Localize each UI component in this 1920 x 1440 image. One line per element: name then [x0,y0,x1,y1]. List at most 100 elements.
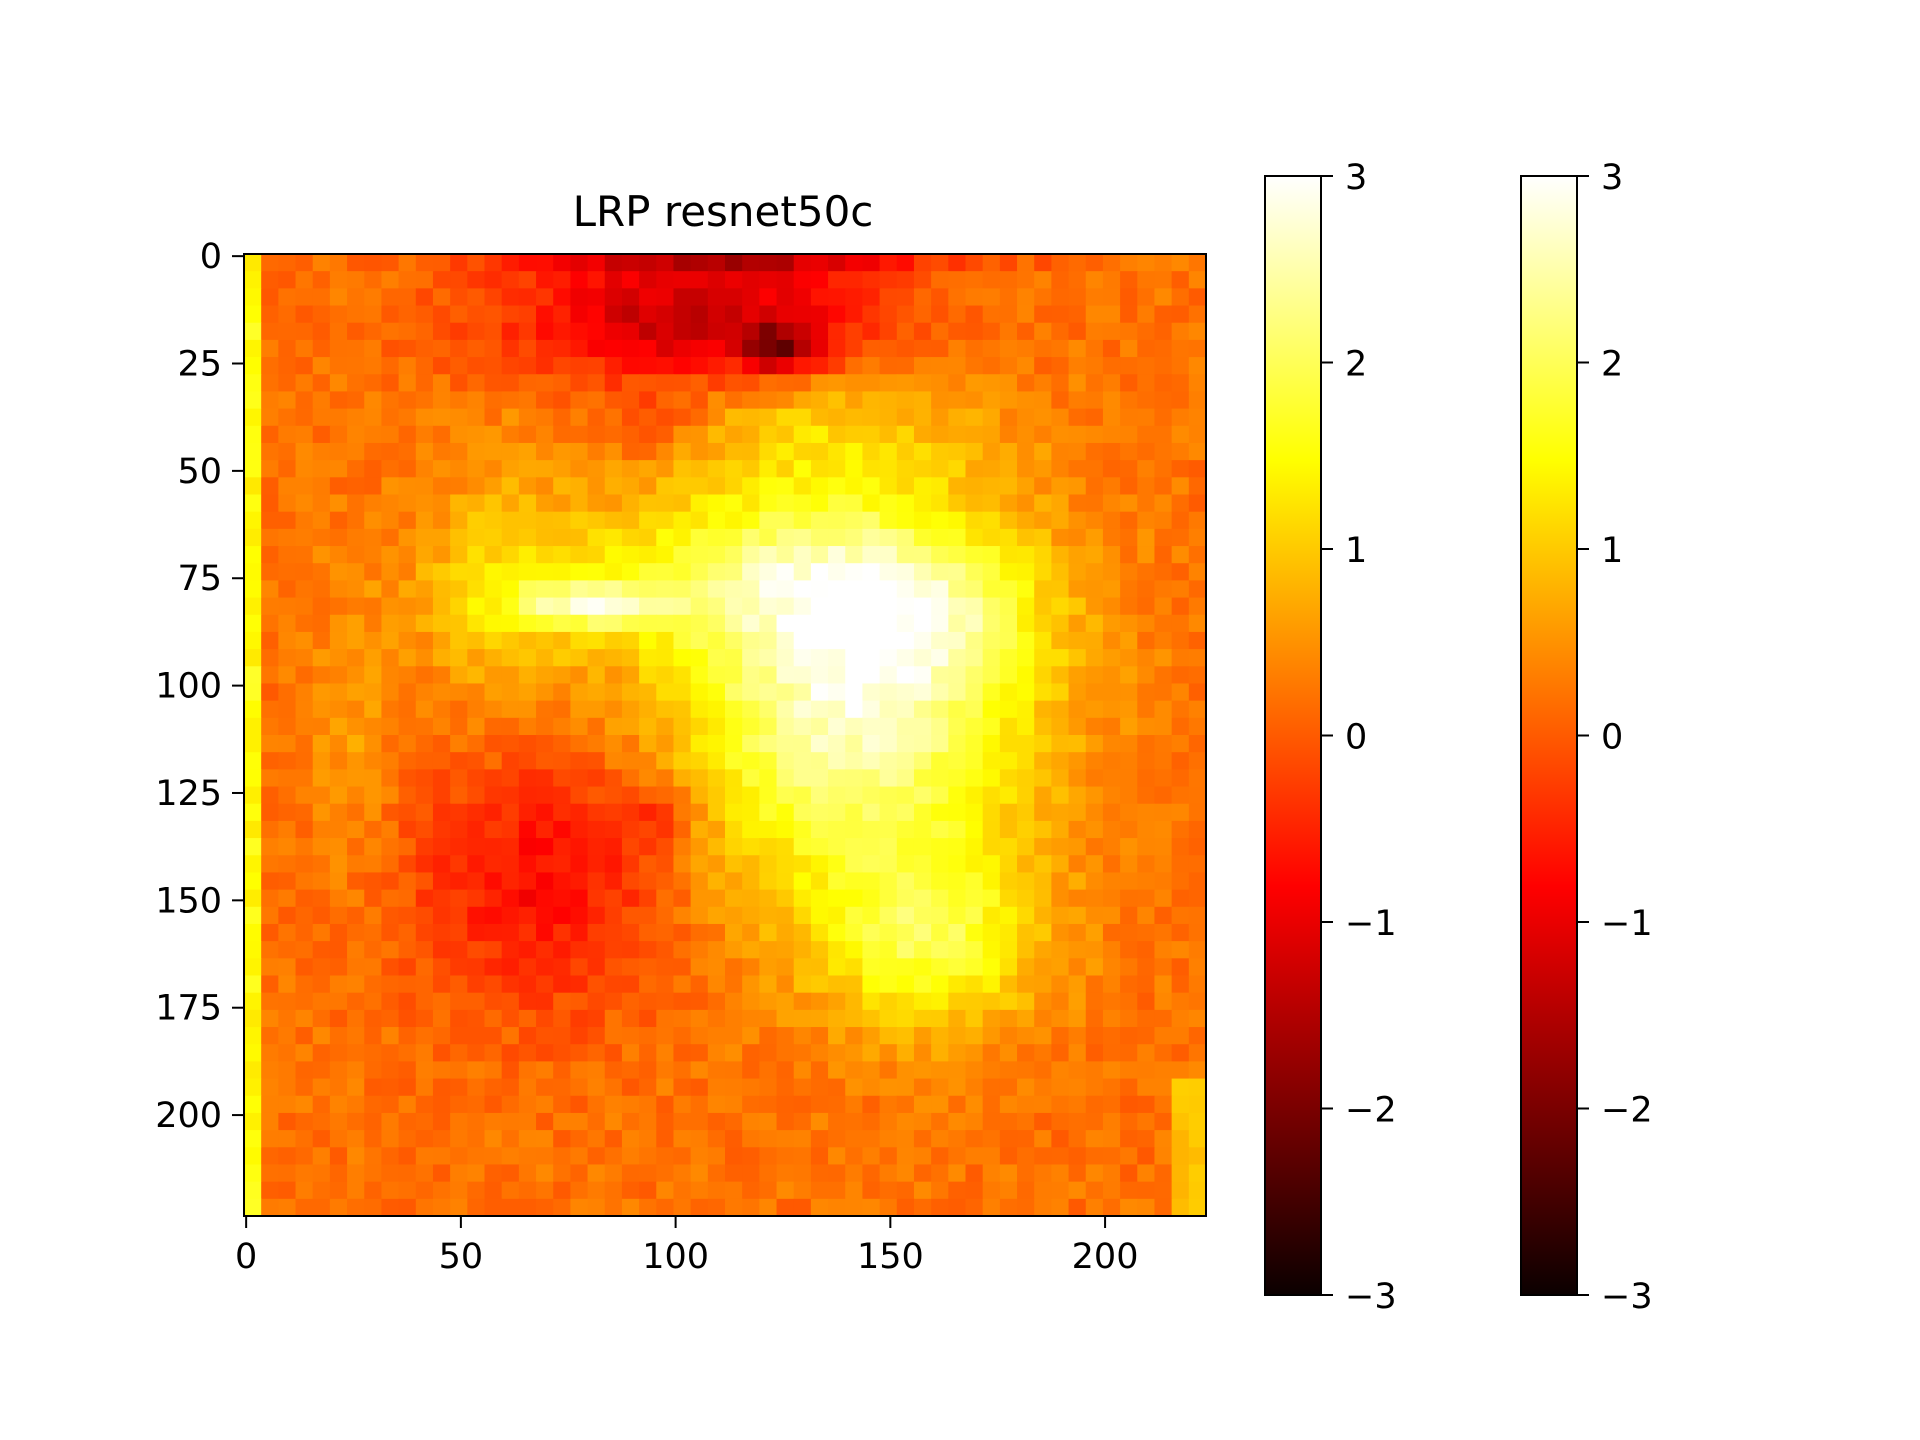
heatmap-cell [570,1061,589,1080]
heatmap-cell [725,700,743,719]
heatmap-cell [948,563,967,581]
heatmap-cell [604,752,623,770]
heatmap-cell [244,992,262,1011]
heatmap-cell [553,580,571,599]
heatmap-cell [261,528,279,547]
heatmap-cell [536,975,554,994]
heatmap-cell [1068,1147,1087,1166]
heatmap-cell [587,357,606,375]
heatmap-cell [810,288,829,307]
heatmap-cell [261,322,279,341]
heatmap-cell [570,631,589,650]
heatmap-cell [656,357,675,375]
heatmap-cell [1051,563,1070,581]
heatmap-cell [828,1198,846,1217]
heatmap-cell [862,1061,881,1080]
heatmap-cell [707,820,726,839]
heatmap-cell [742,992,760,1011]
heatmap-cell [501,442,520,461]
heatmap-cell [347,631,365,650]
heatmap-cell [725,477,743,496]
heatmap-cell [553,1112,571,1131]
heatmap-cell [879,717,898,736]
heatmap-cell [828,1130,846,1148]
heatmap-cell [1154,374,1173,393]
heatmap-cell [982,477,1001,496]
heatmap-cell [845,1112,864,1131]
heatmap-cell [1068,923,1087,942]
heatmap-cell [1154,666,1173,685]
heatmap-cell [501,923,520,942]
heatmap-cell [759,563,778,581]
heatmap-cell [278,941,297,959]
heatmap-cell [1171,1181,1190,1200]
heatmap-cell [948,357,967,375]
heatmap-cell [776,769,795,788]
heatmap-cell [1120,597,1138,616]
heatmap-cell [450,357,468,375]
heatmap-cell [982,941,1001,959]
heatmap-cell [1068,339,1087,358]
heatmap-cell [295,322,314,341]
heatmap-cell [1188,717,1207,736]
heatmap-cell [621,1095,640,1114]
heatmap-cell [707,391,726,410]
heatmap-cell [879,872,898,891]
heatmap-cell [776,322,795,341]
heatmap-cell [810,254,829,272]
heatmap-cell [913,889,932,908]
heatmap-cell [329,391,348,410]
heatmap-cell [690,1164,709,1183]
heatmap-cell [931,477,949,496]
heatmap-cell [879,322,898,341]
heatmap-cell [1137,872,1156,891]
heatmap-cell [1051,322,1070,341]
heatmap-cell [1051,1198,1070,1217]
heatmap-cell [793,1009,812,1028]
heatmap-cell [261,752,279,770]
heatmap-cell [725,391,743,410]
heatmap-cell [673,546,692,564]
heatmap-cell [587,923,606,942]
heatmap-cell [1120,305,1138,324]
heatmap-cell [879,1027,898,1045]
heatmap-cell [845,735,864,753]
heatmap-cell [999,322,1018,341]
heatmap-cell [965,838,984,856]
heatmap-cell [656,614,675,633]
heatmap-cell [1154,339,1173,358]
heatmap-cell [1137,1164,1156,1183]
heatmap-cell [536,322,554,341]
heatmap-cell [450,288,468,307]
heatmap-cell [1188,425,1207,444]
heatmap-cell [845,906,864,925]
heatmap-cell [501,975,520,994]
heatmap-cell [896,752,915,770]
heatmap-cell [879,408,898,427]
heatmap-cell [484,1061,503,1080]
heatmap-cell [759,700,778,719]
heatmap-cell [913,923,932,942]
heatmap-cell [1171,1130,1190,1148]
heatmap-cell [553,391,571,410]
heatmap-cell [1102,889,1121,908]
heatmap-cell [982,1044,1001,1062]
heatmap-cell [244,1130,262,1148]
heatmap-cell [1051,666,1070,685]
heatmap-cell [948,288,967,307]
heatmap-cell [398,580,417,599]
heatmap-cell [948,872,967,891]
heatmap-cell [295,374,314,393]
heatmap-cell [518,1044,537,1062]
heatmap-cell [1120,1044,1138,1062]
heatmap-cell [1068,494,1087,513]
heatmap-cell [1085,1198,1104,1217]
heatmap-cell [948,700,967,719]
heatmap-cell [1137,1181,1156,1200]
heatmap-cell [1017,546,1035,564]
heatmap-cell [467,1147,486,1166]
heatmap-cell [1051,700,1070,719]
heatmap-cell [982,786,1001,805]
heatmap-cell [690,1078,709,1097]
heatmap-cell [536,958,554,977]
